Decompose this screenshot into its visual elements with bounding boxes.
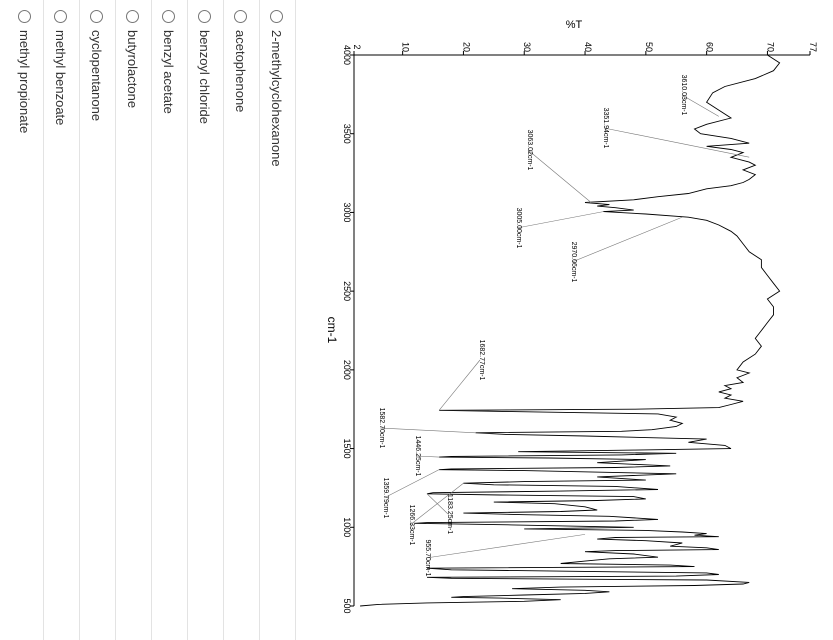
radio-button-2[interactable] (234, 10, 248, 23)
peak-label-3: 3005.00cm-1 (515, 208, 522, 249)
option-row-3[interactable]: benzoyl chloride (187, 0, 224, 640)
peak-label-2: 3063.02cm-1 (526, 130, 533, 171)
option-row-2[interactable]: acetophenone (223, 0, 260, 640)
option-5[interactable]: butyrolactone (115, 0, 151, 108)
spectrum-line (360, 54, 781, 607)
option-7[interactable]: methyl benzoate (43, 0, 79, 125)
peak-leader-2 (527, 149, 592, 203)
transmittance-tick-label-0: 2 (352, 44, 362, 49)
option-label-6: cyclopentanone (89, 30, 105, 122)
transmittance-tick-label-1: 10 (401, 42, 411, 52)
wavenumber-tick-label-5: 1500 (342, 439, 352, 459)
answer-options: 2-methylcyclohexanone acetophenone benzo… (0, 0, 296, 640)
option-row-1[interactable]: 2-methylcyclohexanone (259, 0, 296, 640)
wavenumber-tick-label-1: 3500 (342, 124, 352, 144)
transmittance-tick-label-2: 20 (461, 42, 471, 52)
radio-button-3[interactable] (198, 10, 212, 23)
peak-label-9: 1183.25cm-1 (446, 494, 453, 534)
peak-leader-1 (603, 127, 750, 158)
radio-button-4[interactable] (162, 10, 176, 23)
peak-label-7: 1446.25cm-1 (414, 436, 421, 477)
option-row-4[interactable]: benzyl acetate (151, 0, 188, 640)
transmittance-axis-label: %T (566, 19, 583, 31)
ir-spectrum-chart: 2 10 20 30 40 50 60 70 77 4000 3500 3000 2500 2000 150… (325, 19, 818, 614)
option-6[interactable]: cyclopentanone (79, 0, 115, 121)
peak-leader-8 (383, 469, 440, 499)
peak-label-10: 1266.33cm-1 (408, 505, 415, 546)
peak-leader-10 (409, 482, 464, 526)
wavenumber-tick-label-0: 4000 (342, 45, 352, 65)
radio-button-7[interactable] (54, 10, 68, 23)
option-label-8: methyl propionate (17, 30, 33, 134)
peak-label-6: 1582.70cm-1 (378, 408, 385, 449)
peak-label-8: 1359.79cm-1 (382, 478, 389, 519)
option-label-4: benzyl acetate (161, 30, 177, 114)
option-label-3: benzoyl chloride (197, 30, 213, 124)
radio-button-6[interactable] (90, 10, 104, 23)
peak-label-11: 955.70cm-1 (424, 540, 431, 577)
wavenumber-axis-label: cm-1 (325, 317, 339, 344)
option-row-5[interactable]: butyrolactone (115, 0, 152, 640)
transmittance-tick-label-4: 40 (583, 42, 593, 52)
wavenumber-tick-label-4: 2000 (342, 360, 352, 380)
radio-button-8[interactable] (18, 10, 32, 23)
wavenumber-tick-label-7: 500 (342, 598, 352, 613)
peak-leader-3 (516, 211, 604, 229)
radio-button-1[interactable] (270, 10, 284, 23)
transmittance-tick-label-6: 60 (705, 42, 715, 52)
option-2[interactable]: acetophenone (223, 0, 259, 112)
transmittance-tick-label-8: 77 (808, 42, 818, 52)
peak-label-4: 2970.06cm-1 (570, 242, 577, 283)
option-4[interactable]: benzyl acetate (151, 0, 187, 114)
transmittance-tick-label-3: 30 (522, 42, 532, 52)
wavenumber-tick-label-6: 1000 (342, 517, 352, 537)
option-label-5: butyrolactone (125, 30, 141, 109)
option-label-1: 2-methylcyclohexanone (269, 30, 285, 167)
peak-label-5: 1682.77cm-1 (478, 340, 485, 381)
wavenumber-tick-label-3: 2500 (342, 281, 352, 301)
transmittance-tick-label-7: 70 (765, 42, 775, 52)
transmittance-tick-label-5: 50 (644, 42, 654, 52)
option-label-2: acetophenone (233, 30, 249, 113)
peak-label-0: 3610.03cm-1 (680, 75, 687, 116)
peak-leader-0 (681, 94, 719, 117)
option-3[interactable]: benzoyl chloride (187, 0, 223, 124)
peak-leader-7 (415, 455, 440, 458)
peak-leader-11 (425, 534, 586, 559)
option-row-7[interactable]: methyl benzoate (43, 0, 80, 640)
wavenumber-tick-label-2: 3000 (342, 202, 352, 222)
option-label-7: methyl benzoate (53, 30, 69, 126)
peak-label-1: 3351.94cm-1 (602, 108, 609, 149)
peak-leader-6 (379, 427, 476, 434)
peak-leader-5 (438, 359, 481, 411)
option-row-6[interactable]: cyclopentanone (79, 0, 116, 640)
option-1[interactable]: 2-methylcyclohexanone (259, 0, 295, 167)
option-8[interactable]: methyl propionate (7, 0, 43, 133)
option-row-8[interactable]: methyl propionate (7, 0, 44, 640)
peak-leader-4 (571, 216, 683, 263)
radio-button-5[interactable] (126, 10, 140, 23)
